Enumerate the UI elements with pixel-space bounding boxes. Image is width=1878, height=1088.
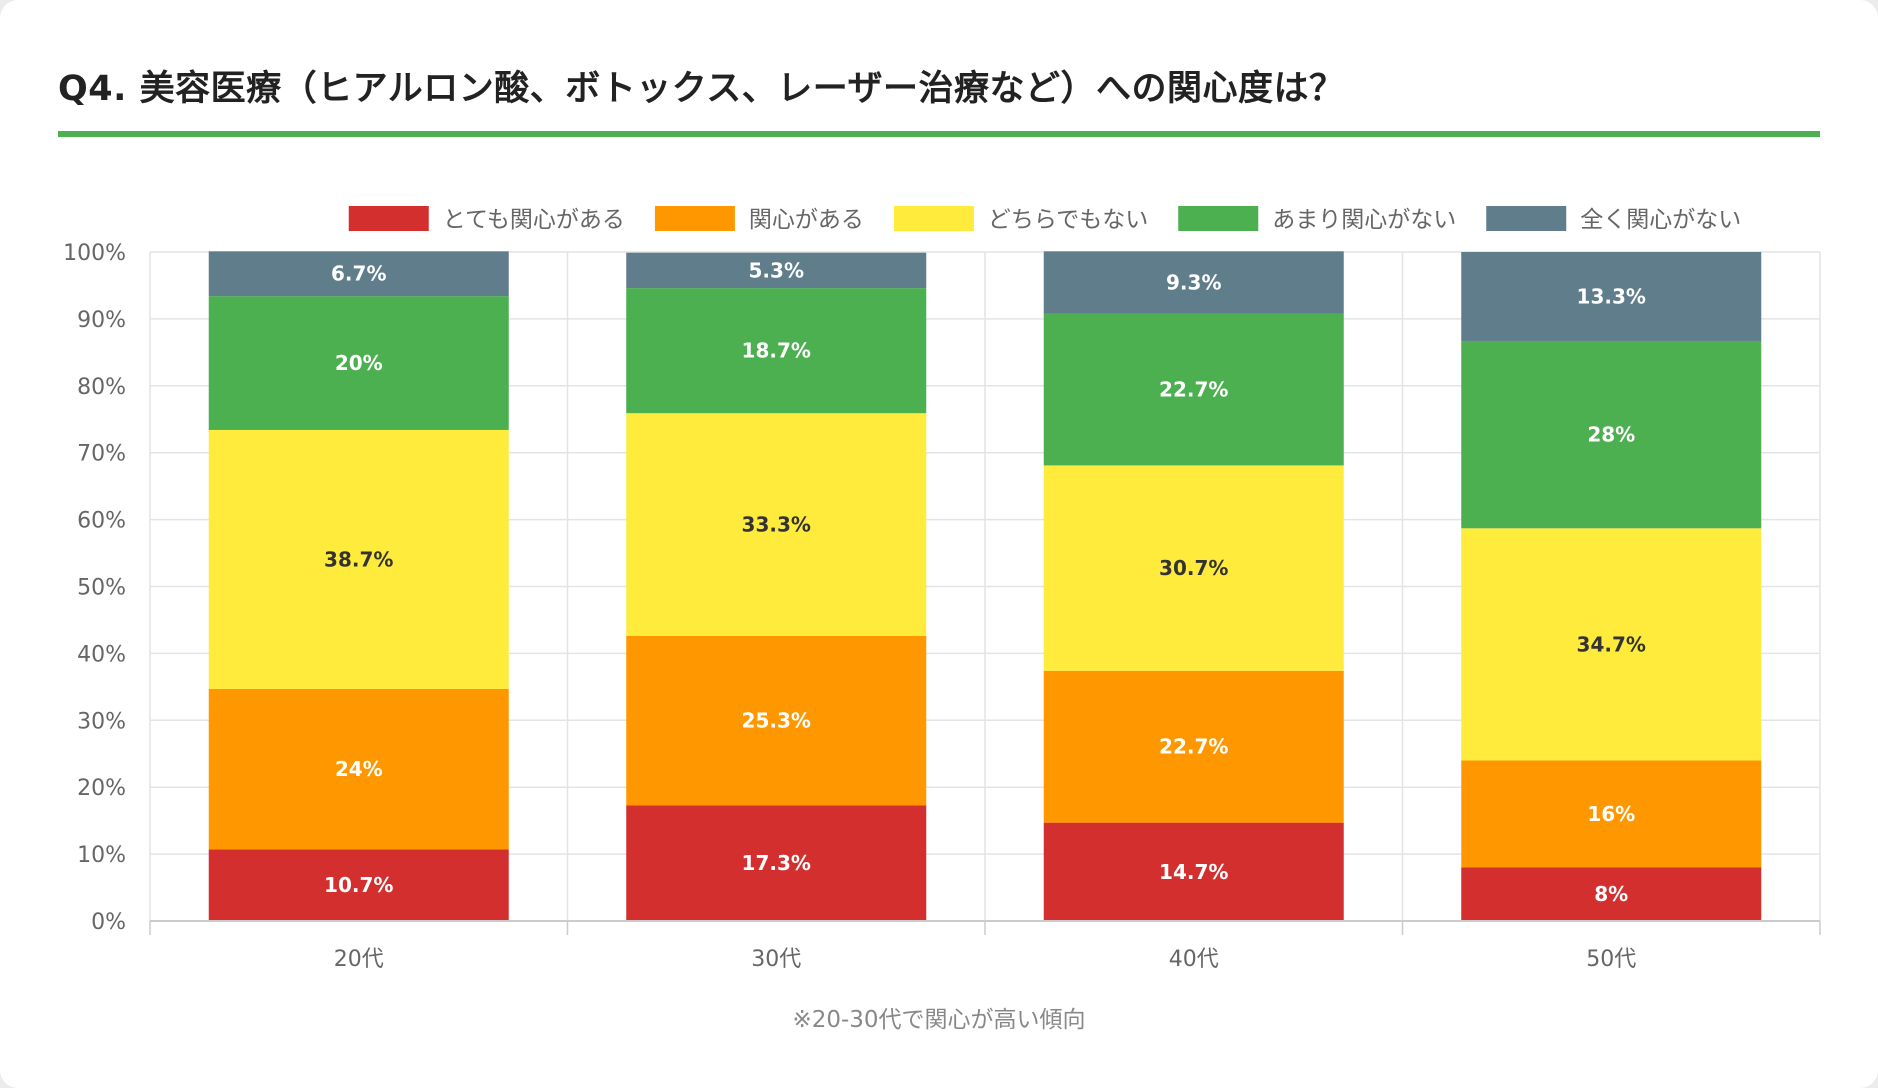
bar-segment: [1043, 251, 1344, 314]
data-label: 16%: [1587, 802, 1635, 826]
bar-segment: [1043, 670, 1344, 823]
bar-segment: [1461, 252, 1762, 341]
chart-footnote: ※20-30代で関心が高い傾向: [792, 1007, 1086, 1033]
bars: 10.7% 24% 38.7% 20% 6.7% 17.3% 25.3% 33.3% 18.7%…: [208, 251, 1762, 921]
data-label: 20%: [335, 351, 383, 375]
y-tick-label: 60%: [77, 509, 126, 534]
y-tick-label: 50%: [77, 576, 126, 601]
data-label: 18.7%: [742, 339, 811, 363]
legend-label: 全く関心がない: [1580, 207, 1741, 233]
bar-segment: [1461, 340, 1762, 529]
bar-segment: [626, 252, 927, 289]
legend-swatch: [1486, 206, 1567, 231]
bar-segment: [1461, 867, 1762, 921]
data-label: 25.3%: [742, 709, 811, 733]
y-tick-label: 10%: [77, 843, 126, 868]
data-label: 5.3%: [749, 258, 804, 282]
page-title: Q4. 美容医療（ヒアルロン酸、ボトックス、レーザー治療など）への関心度は？: [58, 69, 1345, 109]
data-label: 28%: [1587, 423, 1635, 447]
bar-segment: [208, 688, 509, 850]
data-label: 30.7%: [1159, 556, 1228, 580]
bar-segment: [1043, 822, 1344, 921]
x-tick-label: 30代: [751, 947, 801, 972]
legend-swatch: [348, 206, 429, 231]
bar-segment: [208, 849, 509, 921]
y-tick-label: 20%: [77, 776, 126, 801]
legend-swatch: [1178, 206, 1259, 231]
bar-segment: [1043, 465, 1344, 671]
data-label: 17.3%: [742, 851, 811, 875]
data-label: 34.7%: [1577, 632, 1646, 656]
title-underline: [58, 131, 1820, 137]
bar-segment: [1043, 313, 1344, 466]
y-tick-label: 80%: [77, 375, 126, 400]
y-tick-label: 90%: [77, 308, 126, 333]
x-tick-label: 40代: [1169, 947, 1219, 972]
data-label: 22.7%: [1159, 377, 1228, 401]
data-label: 8%: [1594, 882, 1628, 906]
bar-segment: [1461, 760, 1762, 868]
x-tick-label: 50代: [1586, 947, 1636, 972]
data-label: 33.3%: [742, 513, 811, 537]
y-tick-label: 40%: [77, 642, 126, 667]
bar-segment: [1461, 528, 1762, 761]
y-tick-label: 30%: [77, 709, 126, 734]
legend-label: どちらでもない: [988, 207, 1148, 233]
legend: とても関心がある 関心がある どちらでもない あまり関心がない 全く関心がない: [348, 206, 1741, 233]
legend-swatch: [654, 206, 735, 231]
legend-label: とても関心がある: [443, 207, 625, 233]
bar-segment: [626, 805, 927, 921]
data-label: 38.7%: [324, 547, 393, 571]
bar-segment: [626, 636, 927, 806]
data-label: 9.3%: [1166, 270, 1221, 294]
axes: 0% 10% 20% 30% 40% 50% 60% 70% 80% 90% 100% 20代 30代 4…: [63, 241, 1821, 972]
data-label: 10.7%: [324, 873, 393, 897]
legend-swatch: [893, 206, 974, 231]
data-label: 13.3%: [1577, 284, 1646, 308]
x-tick-label: 20代: [334, 947, 384, 972]
data-label: 22.7%: [1159, 735, 1228, 759]
bar-segment: [626, 413, 927, 637]
bar-segment: [626, 288, 927, 414]
bar-segment: [208, 251, 509, 297]
y-tick-label: 70%: [77, 442, 126, 467]
bar-segment: [208, 296, 509, 430]
data-label: 6.7%: [331, 262, 386, 286]
y-tick-label: 0%: [91, 910, 126, 935]
data-label: 24%: [335, 757, 383, 781]
bar-segment: [208, 429, 509, 689]
data-label: 14.7%: [1159, 860, 1228, 884]
legend-label: 関心がある: [749, 207, 864, 233]
legend-label: あまり関心がない: [1272, 207, 1456, 233]
y-tick-label: 100%: [63, 241, 126, 266]
